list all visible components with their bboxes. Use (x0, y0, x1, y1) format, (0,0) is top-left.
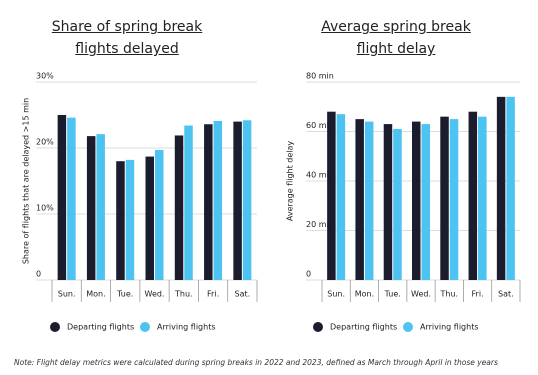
bar (242, 120, 252, 280)
y-tick-label: 80 min (306, 72, 334, 81)
bar (421, 124, 430, 280)
x-tick-label: Thu. (439, 290, 458, 299)
chart-title: Average spring break flight delay (321, 19, 471, 57)
x-tick-label: Fri. (207, 290, 219, 299)
legend-marker (50, 322, 60, 332)
legend-marker (403, 322, 413, 332)
bar (155, 149, 164, 280)
bar (184, 125, 193, 280)
legend-label: Arriving flights (420, 323, 479, 332)
legend-marker (313, 322, 323, 332)
bar (478, 116, 487, 281)
bar (336, 114, 346, 280)
x-tick-label: Sat. (235, 290, 251, 299)
bar (204, 124, 213, 281)
x-tick-label: Fri. (472, 290, 484, 299)
bar (174, 135, 184, 280)
y-tick-label: 40 min (306, 171, 334, 180)
x-tick-label: Wed. (411, 290, 431, 299)
x-tick-label: Sat. (498, 290, 514, 299)
bar (57, 115, 67, 280)
x-tick-label: Thu. (174, 290, 193, 299)
y-axis-label: Average flight delay (286, 141, 295, 222)
y-tick-label: 10% (36, 204, 54, 213)
y-tick-label: 20% (36, 138, 54, 147)
x-tick-label: Mon. (355, 290, 374, 299)
bar (355, 119, 364, 280)
x-tick-label: Mon. (86, 290, 105, 299)
bar (145, 156, 154, 280)
bar (364, 121, 374, 280)
bar (125, 159, 135, 280)
x-tick-label: Tue. (116, 290, 133, 299)
note: Note: Flight delay metrics were calculat… (14, 358, 498, 367)
y-tick-label: 20 min (306, 220, 334, 229)
y-tick-label: 0 (36, 270, 41, 279)
bar (393, 129, 402, 280)
bar (233, 121, 242, 280)
legend-label: Arriving flights (157, 323, 216, 332)
bar (506, 96, 515, 280)
bar (213, 120, 223, 280)
bar (496, 96, 506, 280)
chart-title: Share of spring break flights delayed (51, 19, 203, 57)
bar (412, 121, 421, 280)
bar (96, 134, 105, 280)
bar (468, 111, 478, 280)
legend-marker (140, 322, 150, 332)
x-tick-label: Wed. (145, 290, 165, 299)
legend-label: Departing flights (330, 323, 397, 332)
bar (449, 119, 459, 280)
bar (116, 161, 125, 280)
y-tick-label: 30% (36, 72, 54, 81)
bar (86, 136, 96, 280)
bar (440, 116, 449, 281)
x-tick-label: Sun. (327, 290, 345, 299)
bar (327, 111, 336, 280)
y-axis-label: Share of flights that are delayed >15 mi… (22, 98, 31, 264)
x-tick-label: Sun. (58, 290, 76, 299)
x-tick-label: Tue. (384, 290, 401, 299)
legend-label: Departing flights (67, 323, 134, 332)
y-tick-label: 60 min (306, 121, 334, 130)
bar (383, 124, 393, 280)
bar (67, 117, 76, 280)
y-tick-label: 0 (306, 270, 311, 279)
